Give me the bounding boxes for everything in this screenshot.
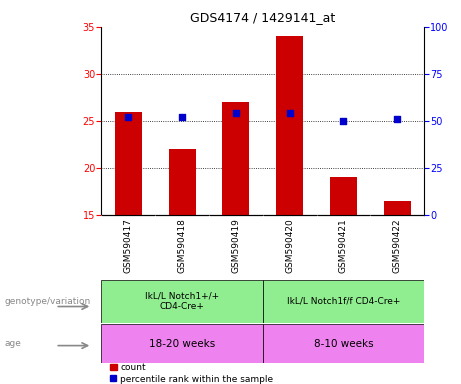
Bar xyxy=(330,177,357,215)
Text: GSM590418: GSM590418 xyxy=(177,218,187,273)
Bar xyxy=(115,112,142,215)
Point xyxy=(394,116,401,122)
Point xyxy=(286,110,293,116)
Text: GSM590417: GSM590417 xyxy=(124,218,133,273)
Bar xyxy=(276,36,303,215)
Title: GDS4174 / 1429141_at: GDS4174 / 1429141_at xyxy=(190,11,336,24)
Legend: count, percentile rank within the sample: count, percentile rank within the sample xyxy=(106,359,277,384)
Bar xyxy=(263,280,424,323)
Text: GSM590421: GSM590421 xyxy=(339,218,348,273)
Bar xyxy=(101,324,263,363)
Text: genotype/variation: genotype/variation xyxy=(5,297,91,306)
Bar xyxy=(263,324,424,363)
Bar xyxy=(169,149,195,215)
Point xyxy=(178,114,186,120)
Text: GSM590420: GSM590420 xyxy=(285,218,294,273)
Text: age: age xyxy=(5,339,22,348)
Point xyxy=(232,110,240,116)
Text: GSM590419: GSM590419 xyxy=(231,218,240,273)
Text: 8-10 weeks: 8-10 weeks xyxy=(313,339,373,349)
Point xyxy=(124,114,132,120)
Text: GSM590422: GSM590422 xyxy=(393,218,402,273)
Bar xyxy=(222,102,249,215)
Text: IkL/L Notch1+/+
CD4-Cre+: IkL/L Notch1+/+ CD4-Cre+ xyxy=(145,291,219,311)
Text: IkL/L Notch1f/f CD4-Cre+: IkL/L Notch1f/f CD4-Cre+ xyxy=(287,297,400,306)
Bar xyxy=(101,280,263,323)
Point xyxy=(340,118,347,124)
Text: 18-20 weeks: 18-20 weeks xyxy=(149,339,215,349)
Bar xyxy=(384,201,411,215)
